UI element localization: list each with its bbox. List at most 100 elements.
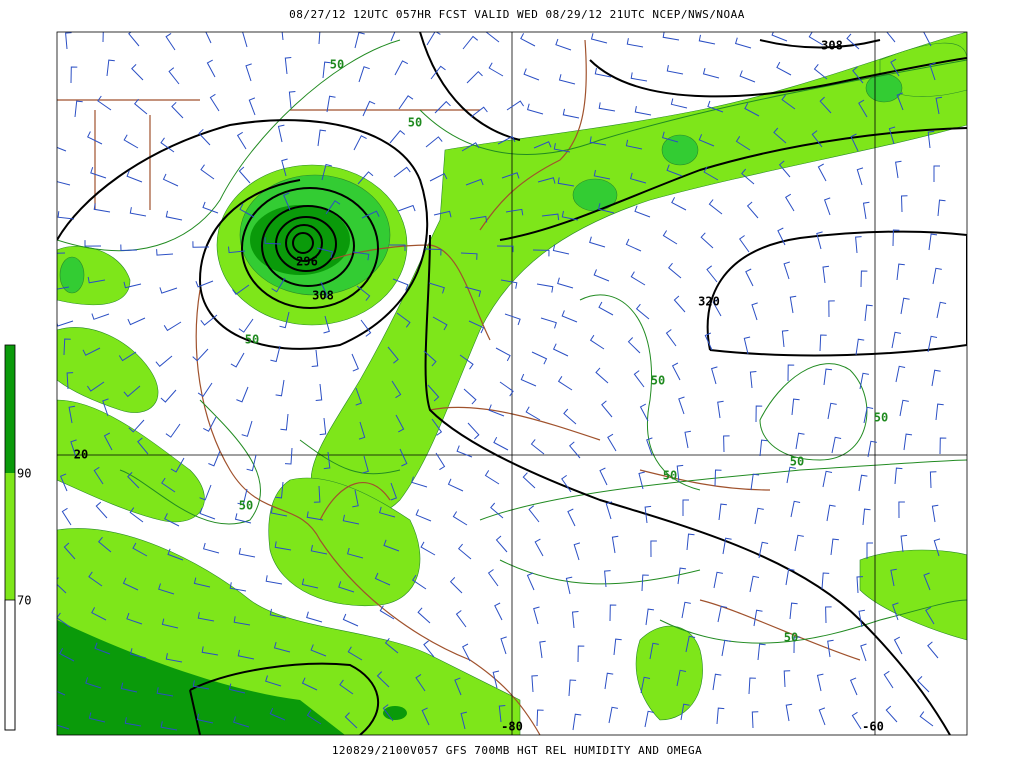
wind-barb <box>102 32 104 43</box>
header-title: 08/27/12 12UTC 057HR FCST VALID WED 08/2… <box>289 8 745 21</box>
wind-barb <box>919 711 934 727</box>
wind-barb <box>520 33 536 47</box>
wind-barb <box>849 677 858 696</box>
wind-barb <box>851 711 862 730</box>
wind-barb <box>164 513 180 527</box>
height-label: 320 <box>698 295 720 309</box>
wind-barb <box>63 338 71 356</box>
wind-barb <box>935 96 943 115</box>
humidity-label: 50 <box>239 499 253 513</box>
wind-barb <box>323 315 330 334</box>
wind-barb <box>233 716 250 728</box>
wind-barb <box>87 131 103 145</box>
wind-barb <box>322 61 331 79</box>
wind-barb <box>937 199 946 217</box>
wind-barb <box>94 642 111 655</box>
wind-barb <box>65 32 72 50</box>
wind-barb <box>666 164 683 177</box>
wind-barb <box>455 610 467 628</box>
wind-barb <box>423 350 437 367</box>
wind-barb <box>685 635 696 653</box>
wind-barb <box>540 317 557 329</box>
wind-barb <box>751 302 758 321</box>
wind-barb <box>670 98 688 109</box>
wind-barb <box>347 646 363 661</box>
wind-barb <box>74 100 83 118</box>
wind-barb <box>684 430 691 449</box>
graticule <box>57 32 967 735</box>
wind-barb <box>791 398 800 416</box>
wind-barb <box>423 640 435 658</box>
wind-barb <box>552 244 570 255</box>
wind-barb <box>671 362 681 381</box>
wind-barb <box>790 500 801 518</box>
wind-barb <box>866 542 873 559</box>
wind-barb <box>417 607 431 624</box>
wind-barb <box>355 387 363 406</box>
wind-barb <box>354 32 365 49</box>
wind-barb <box>456 445 473 458</box>
wind-barb <box>629 172 647 184</box>
wind-barb <box>813 63 828 80</box>
wind-barb <box>819 96 832 114</box>
wind-barb <box>86 381 105 392</box>
colorbar-label: 70 <box>17 594 31 608</box>
wind-barb <box>88 571 103 587</box>
wind-barb <box>454 677 462 696</box>
wind-barb <box>933 165 940 182</box>
wind-barb <box>165 210 183 221</box>
wind-barb <box>667 262 682 279</box>
wind-barb <box>821 572 830 590</box>
wind-barb <box>265 575 283 585</box>
wind-barb <box>128 419 145 433</box>
wind-barb <box>630 72 648 82</box>
wind-barb <box>200 164 215 180</box>
wind-barb <box>590 33 608 44</box>
wind-barb <box>751 711 759 729</box>
wind-barb <box>859 372 869 390</box>
wind-barb <box>103 432 113 451</box>
wind-barb <box>457 543 472 560</box>
wind-barb <box>426 32 441 46</box>
wind-barb <box>777 227 786 246</box>
wind-barb <box>362 100 376 117</box>
wind-barb <box>883 670 894 689</box>
wind-barb <box>931 504 939 523</box>
wind-barb <box>698 134 715 147</box>
wind-barb <box>500 636 507 655</box>
wind-barb <box>127 317 146 326</box>
wind-barb <box>816 231 823 250</box>
wind-barb <box>433 210 452 218</box>
wind-barb <box>288 91 296 109</box>
wind-barb <box>541 213 560 221</box>
wind-barb <box>626 38 644 48</box>
wind-barb <box>891 331 901 349</box>
wind-barb <box>749 371 757 389</box>
wind-barb <box>793 636 801 654</box>
wind-barb <box>867 440 877 458</box>
wind-barb <box>927 335 938 353</box>
wind-barb <box>57 612 71 628</box>
wind-barb <box>748 677 756 695</box>
wind-barb <box>70 66 78 84</box>
wind-barb <box>900 297 910 315</box>
wind-barb <box>927 641 939 659</box>
wind-barb <box>425 136 443 148</box>
wind-barb <box>531 351 548 365</box>
wind-barb <box>787 364 795 382</box>
wind-barb <box>903 433 913 451</box>
wind-barb <box>855 338 865 356</box>
wind-barb <box>640 676 651 694</box>
wind-barb <box>392 278 409 291</box>
wind-barb <box>557 277 574 289</box>
wind-barb <box>63 542 76 560</box>
wind-barb <box>890 568 897 587</box>
wind-barb <box>494 602 503 621</box>
wind-barb <box>82 347 101 356</box>
wind-barb <box>754 507 764 525</box>
wind-barb <box>573 542 581 561</box>
wind-barb <box>609 604 617 622</box>
wind-barb <box>739 235 750 253</box>
wind-barb <box>499 381 514 397</box>
wind-barb <box>846 33 860 50</box>
